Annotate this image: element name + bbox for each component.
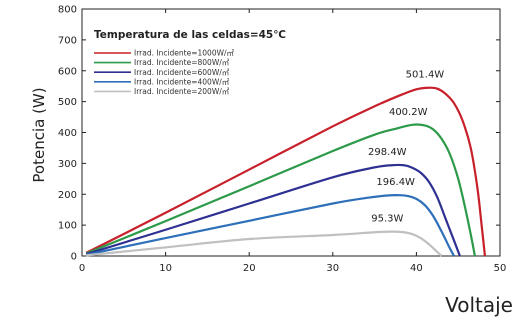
y-axis-ticks: 0 100 200 300 400 500 600 700 800 bbox=[58, 5, 500, 263]
x-tick-label: 20 bbox=[243, 263, 256, 274]
y-tick-label: 600 bbox=[58, 66, 77, 77]
peak-label-2: 298.4W bbox=[368, 147, 407, 158]
series-line-1 bbox=[85, 123, 476, 257]
x-axis-label: Voltaje bbox=[445, 293, 513, 317]
y-tick-label: 500 bbox=[58, 97, 77, 108]
peak-label-3: 196.4W bbox=[376, 177, 415, 188]
y-tick-label: 100 bbox=[58, 221, 77, 232]
peak-label-1: 400.2W bbox=[389, 107, 428, 118]
y-tick-label: 700 bbox=[58, 35, 77, 46]
y-tick-label: 400 bbox=[58, 128, 77, 139]
y-tick-label: 0 bbox=[71, 252, 77, 263]
y-tick-label: 300 bbox=[58, 159, 77, 170]
peak-label-4: 95.3W bbox=[371, 214, 403, 225]
peak-labels: 501.4W 400.2W 298.4W 196.4W 95.3W bbox=[368, 70, 444, 225]
y-tick-label: 800 bbox=[58, 5, 77, 16]
legend-entry-4: Irrad. Incidente=200W/㎡ bbox=[134, 87, 230, 96]
x-tick-label: 50 bbox=[494, 263, 507, 274]
legend-entry-0: Irrad. Incidente=1000W/㎡ bbox=[134, 49, 235, 58]
series-line-3 bbox=[85, 194, 455, 257]
y-axis-label: Potencia (W) bbox=[30, 87, 48, 182]
series-line-4 bbox=[86, 230, 443, 257]
y-tick-label: 200 bbox=[58, 190, 77, 201]
legend: Temperatura de las celdas=45℃ Irrad. Inc… bbox=[94, 29, 286, 96]
series-line-2 bbox=[85, 163, 461, 257]
x-tick-label: 0 bbox=[79, 263, 85, 274]
series-line-0 bbox=[85, 86, 487, 257]
legend-entry-2: Irrad. Incidente=600W/㎡ bbox=[134, 68, 230, 77]
x-tick-label: 40 bbox=[410, 263, 423, 274]
legend-entry-1: Irrad. Incidente=800W/㎡ bbox=[134, 58, 230, 67]
legend-entry-3: Irrad. Incidente=400W/㎡ bbox=[134, 77, 230, 86]
legend-title: Temperatura de las celdas=45℃ bbox=[94, 29, 286, 41]
x-tick-label: 30 bbox=[326, 263, 339, 274]
peak-label-0: 501.4W bbox=[406, 70, 445, 81]
x-axis-ticks: 0 10 20 30 40 50 bbox=[79, 9, 507, 274]
series-curves bbox=[85, 86, 487, 257]
x-tick-label: 10 bbox=[159, 263, 172, 274]
